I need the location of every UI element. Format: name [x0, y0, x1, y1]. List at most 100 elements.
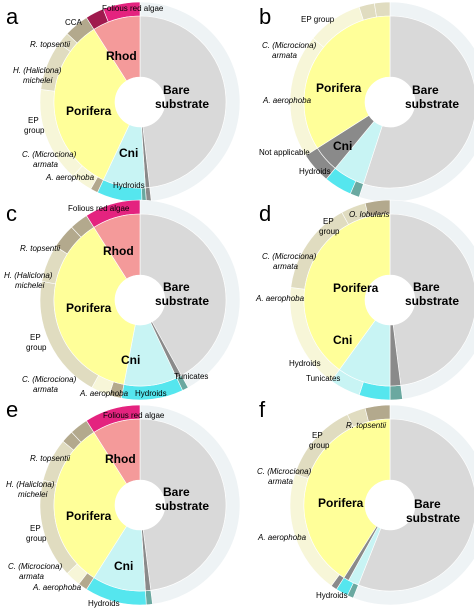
e-bare-label-1: Bare [163, 485, 190, 499]
panel-label-a: a [6, 4, 19, 29]
a-cni-label: Cni [119, 146, 138, 160]
a-rhod-label: Rhod [106, 49, 137, 63]
b-ep-label: EP group [301, 15, 335, 24]
d-olobularis-label: O. lobularis [349, 210, 389, 219]
c-rhod-label: Rhod [103, 244, 134, 258]
d-ep-label-1: EP [323, 217, 334, 226]
a-cmicro-label-2: armata [33, 160, 58, 169]
f-ep-label-2: group [309, 441, 330, 450]
d-bare-label-1: Bare [413, 280, 440, 294]
c-bare-label-1: Bare [163, 280, 190, 294]
c-hydroids-label: Hydroids [135, 389, 167, 398]
panel-b-labels: Bare substrate Porifera Cni EP group C. … [259, 15, 459, 176]
panel-label-d: d [259, 201, 271, 226]
f-porifera-label: Porifera [318, 496, 364, 510]
b-cmicro-label-1: C. (Microciona) [262, 41, 317, 50]
c-porifera-label: Porifera [66, 301, 112, 315]
f-cmicro-label-2: armata [268, 477, 293, 486]
e-rtopsentii-label: R. topsentii [30, 454, 70, 463]
e-porifera-label: Porifera [66, 509, 112, 523]
a-ep-label-2: group [24, 126, 45, 135]
panel-e-labels: Bare substrate Porifera Cni Rhod Folious… [6, 411, 209, 608]
c-ep-label-1: EP [30, 333, 41, 342]
panel-label-f: f [259, 397, 266, 422]
b-na-label: Not applicable [259, 148, 310, 157]
b-bare-label-2: substrate [405, 97, 459, 111]
e-rhod-label: Rhod [105, 452, 136, 466]
e-cni-label: Cni [114, 559, 133, 573]
a-folious-label: Folious red algae [102, 4, 164, 13]
panel-d-outer-segment-1 [389, 384, 403, 401]
f-bare-label-2: substrate [406, 511, 460, 525]
e-haliclona-label-2: michelei [18, 490, 48, 499]
a-cca-label: CCA [65, 18, 83, 27]
panel-c-labels: Bare substrate Porifera Cni Rhod Folious… [4, 204, 209, 398]
a-haliclona-label-1: H. (Haliclona) [13, 66, 62, 75]
c-cmicro-label-2: armata [33, 385, 58, 394]
panel-f-labels: Bare substrate Porifera EP group R. tops… [257, 421, 460, 600]
panel-b-center-hole [365, 77, 415, 127]
d-porifera-label: Porifera [333, 281, 379, 295]
d-ep-label-2: group [319, 227, 340, 236]
c-folious-label: Folious red algae [68, 204, 130, 213]
d-cmicro-label-1: C. (Microciona) [262, 252, 317, 261]
b-cmicro-label-2: armata [272, 51, 297, 60]
panel-c-inner-segment-3 [53, 226, 136, 385]
a-haliclona-label-2: michelei [23, 76, 53, 85]
c-bare-label-2: substrate [155, 294, 209, 308]
a-ep-label-1: EP [28, 116, 39, 125]
f-ep-label-1: EP [312, 431, 323, 440]
panel-d-labels: Bare substrate Porifera Cni EP group O. … [255, 210, 459, 383]
panel-c-center-hole [115, 275, 165, 325]
a-porifera-label: Porifera [66, 104, 112, 118]
panel-a-center-hole [115, 77, 165, 127]
a-hydroids-label: Hydroids [113, 181, 145, 190]
e-cmicro-label-2: armata [19, 572, 44, 581]
b-cni-label: Cni [333, 139, 352, 153]
e-haliclona-label-1: H. (Haliclona) [6, 480, 55, 489]
panel-f-center-hole [365, 480, 415, 530]
c-tunicates-label: Tunicates [174, 372, 208, 381]
d-aaerophoba-label: A. aerophoba [255, 294, 305, 303]
f-bare-label-1: Bare [414, 497, 441, 511]
panel-label-e: e [6, 397, 18, 422]
e-ep-label-2: group [26, 534, 47, 543]
f-aaerophoba-label: A. aerophoba [257, 533, 307, 542]
e-folious-label: Folious red algae [103, 411, 165, 420]
c-haliclona-label-1: H. (Haliclona) [4, 271, 53, 280]
f-rtopsentii-label: R. topsentii [346, 421, 386, 430]
e-aaerophoba-label: A. aerophoba [32, 583, 82, 592]
panel-e-inner-segment-3 [53, 431, 128, 579]
b-bare-label-1: Bare [412, 83, 439, 97]
c-aaerophoba-label: A. aerophoba [79, 389, 129, 398]
a-aaerophoba-label: A. aerophoba [45, 173, 95, 182]
d-bare-label-2: substrate [405, 294, 459, 308]
c-rtopsentii-label: R. topsentii [20, 244, 60, 253]
d-hydroids-label: Hydroids [289, 359, 321, 368]
a-cmicro-label-1: C. (Microciona) [22, 150, 77, 159]
f-cmicro-label-1: C. (Microciona) [257, 467, 312, 476]
c-cni-label: Cni [121, 353, 140, 367]
d-cmicro-label-2: armata [273, 262, 298, 271]
e-ep-label-1: EP [30, 524, 41, 533]
e-bare-label-2: substrate [155, 499, 209, 513]
panel-e-center-hole [115, 480, 165, 530]
a-bare-label-1: Bare [163, 83, 190, 97]
c-ep-label-2: group [26, 343, 47, 352]
e-hydroids-label: Hydroids [88, 599, 120, 608]
panel-a-labels: Bare substrate Porifera Cni Rhod Folious… [13, 4, 209, 190]
e-cmicro-label-1: C. (Microciona) [8, 562, 63, 571]
b-hydroids-label: Hydroids [299, 167, 331, 176]
f-hydroids-label: Hydroids [316, 591, 348, 600]
panel-b-outer-segment-7 [374, 1, 391, 18]
b-porifera-label: Porifera [316, 81, 362, 95]
d-tunicates-label: Tunicates [306, 374, 340, 383]
panel-label-b: b [259, 4, 271, 29]
a-rtopsentii-label: R. topsentii [30, 40, 70, 49]
c-haliclona-label-2: michelei [15, 281, 45, 290]
sunburst-rings [39, 1, 474, 606]
c-cmicro-label-1: C. (Microciona) [22, 375, 77, 384]
panel-d-center-hole [365, 275, 415, 325]
a-bare-label-2: substrate [155, 97, 209, 111]
